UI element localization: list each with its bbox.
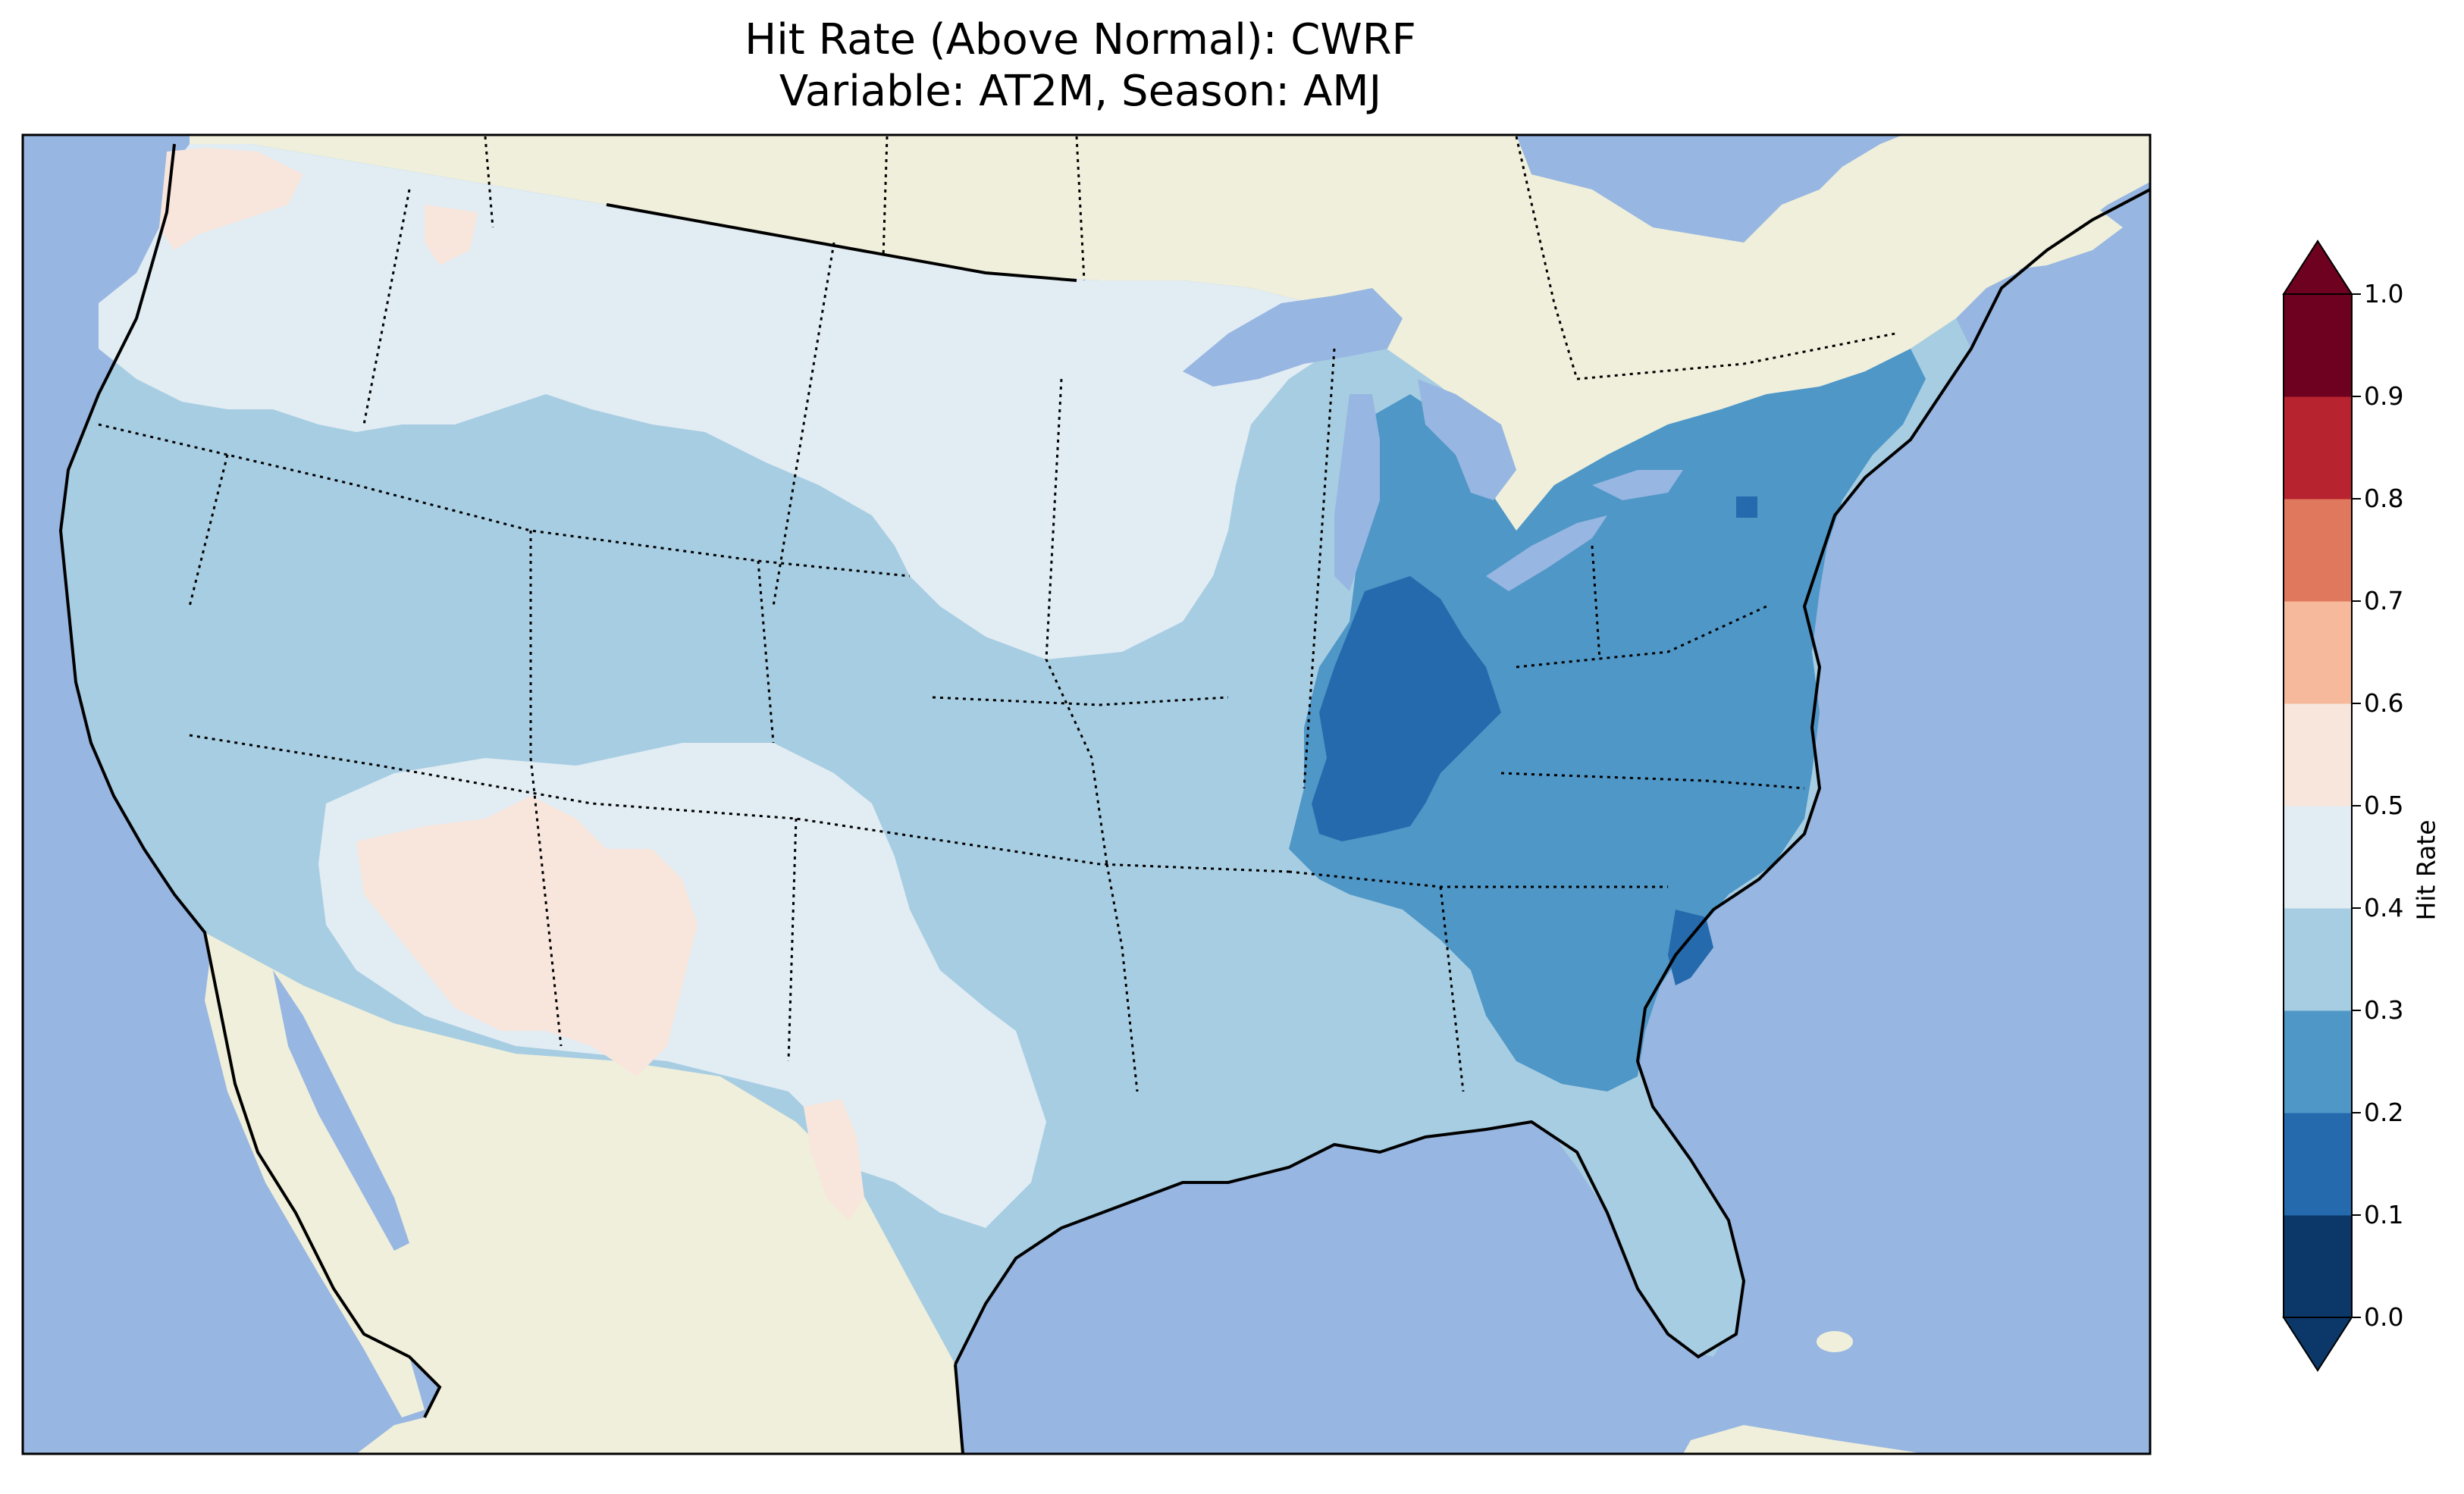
colorbar-bin: [2284, 1215, 2352, 1318]
lake-ontario: [1592, 470, 1683, 500]
map-title-line2: Variable: AT2M, Season: AMJ: [779, 67, 1382, 116]
colorbar-tick-label: 0.6: [2364, 688, 2404, 718]
colorbar-bin: [2284, 601, 2352, 704]
colorbar-tick-label: 0.9: [2364, 381, 2404, 411]
colorbar-bin: [2284, 908, 2352, 1011]
south-carolina-coast-dark: [1668, 910, 1713, 985]
canada-land: [190, 135, 2150, 561]
colorbar-bin: [2284, 1010, 2352, 1113]
colorbar-tick-label: 0.7: [2364, 586, 2404, 615]
colorbar-tick-label: 0.3: [2364, 995, 2404, 1025]
colorbar-bin: [2284, 1113, 2352, 1216]
lake-huron: [1418, 379, 1516, 500]
colorbar-tick-label: 0.5: [2364, 791, 2404, 820]
colorbar: [2282, 240, 2361, 1372]
colorbar-tick-label: 0.1: [2364, 1200, 2404, 1229]
baja-peninsula: [205, 940, 425, 1417]
colorbar-tick-label: 1.0: [2364, 279, 2404, 309]
coastlines: [58, 143, 2151, 1455]
indiana-kentucky-dark-region: [1312, 576, 1501, 841]
texas-pink-patch: [804, 1099, 864, 1220]
east-mid-region: [1289, 349, 1926, 1092]
lake-michigan: [1334, 394, 1380, 591]
state-borders: [98, 189, 1805, 1092]
canada-borders: [484, 136, 1896, 381]
map-title-line1: Hit Rate (Above Normal): CWRF: [745, 15, 1416, 64]
colorbar-bin: [2284, 294, 2352, 397]
map-frame: [21, 133, 2152, 1455]
idaho-pink-patch: [425, 205, 478, 265]
colorbar-bin: [2284, 703, 2352, 807]
cuba-land: [1683, 1425, 1926, 1454]
colorbar-tick-label: 0.4: [2364, 893, 2404, 922]
lake-superior: [1183, 288, 1403, 387]
conus-base-region: [61, 144, 1971, 1364]
colorbar-tick-label: 0.8: [2364, 484, 2404, 513]
florida-region: [1554, 1084, 1736, 1357]
colorbar-bin: [2284, 499, 2352, 602]
southwest-pink-region: [356, 796, 698, 1076]
colorbar-bin: [2284, 396, 2352, 500]
new-york-dark-cell: [1736, 496, 1757, 518]
lake-erie: [1486, 515, 1607, 591]
colorbar-extend-max: [2282, 240, 2353, 295]
colorbar-extend-min: [2282, 1317, 2353, 1372]
northwest-light-region: [99, 144, 1334, 659]
colorbar-tick-label: 0.0: [2364, 1302, 2404, 1332]
washington-pink-patch: [159, 148, 303, 250]
gulf-of-california: [273, 970, 409, 1251]
colorbar-tick-label: 0.2: [2364, 1098, 2404, 1127]
colorbar-label: Hit Rate: [2411, 819, 2441, 921]
colorbar-bin: [2284, 806, 2352, 909]
bahamas-island: [1817, 1331, 1853, 1352]
